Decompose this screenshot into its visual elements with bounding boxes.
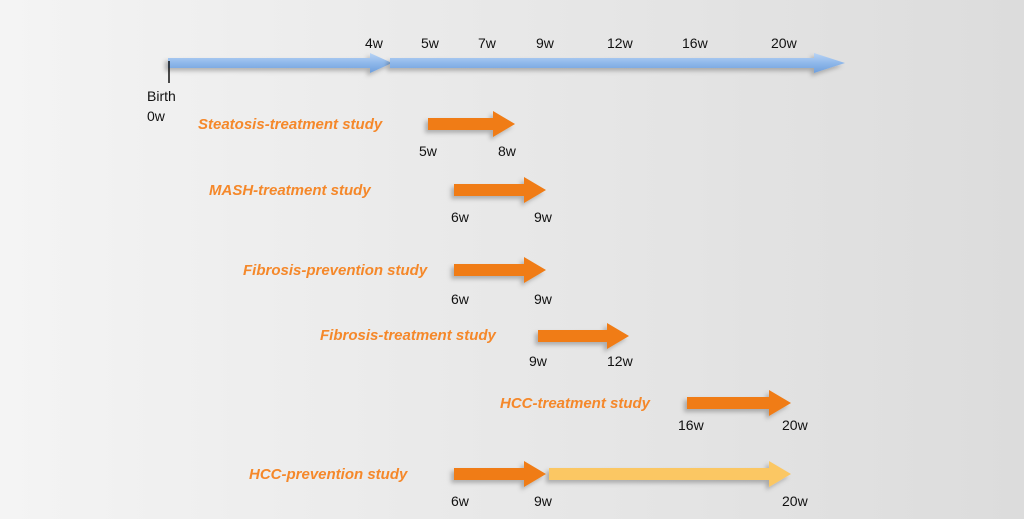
- mash-treatment-arrow: [454, 177, 546, 203]
- mash-treatment-start: 6w: [451, 209, 469, 225]
- start-label-0w: 0w: [147, 108, 165, 124]
- fibrosis-prevention-arrow: [454, 257, 546, 283]
- study-label-hcc-treatment: HCC-treatment study: [500, 395, 651, 412]
- hcc-prevention-mid: 9w: [534, 493, 552, 509]
- study-label-steatosis-treatment: Steatosis-treatment study: [198, 116, 383, 133]
- fibrosis-treatment-arrow: [538, 323, 629, 349]
- timeline-arrow-4w-to-20w: [390, 53, 845, 73]
- timeline-tick-4w: 4w: [365, 35, 383, 51]
- fibrosis-prevention-end: 9w: [534, 291, 552, 307]
- study-label-hcc-prevention: HCC-prevention study: [249, 466, 408, 483]
- timeline-tick-20w: 20w: [771, 35, 797, 51]
- fibrosis-treatment-start: 9w: [529, 353, 547, 369]
- hcc-prevention-arrow: [454, 461, 546, 487]
- hcc-prevention-start: 6w: [451, 493, 469, 509]
- timeline-tick-12w: 12w: [607, 35, 633, 51]
- hcc-treatment-start: 16w: [678, 417, 704, 433]
- timeline-arrow-birth-to-4w: [168, 53, 392, 73]
- mash-treatment-end: 9w: [534, 209, 552, 225]
- hcc-prevention-light-arrow: [549, 461, 791, 487]
- timeline-tick-5w: 5w: [421, 35, 439, 51]
- study-label-fibrosis-treatment: Fibrosis-treatment study: [320, 327, 496, 344]
- study-label-fibrosis-prevention: Fibrosis-prevention study: [243, 262, 428, 279]
- steatosis-treatment-arrow: [428, 111, 515, 137]
- birth-label: Birth: [147, 88, 176, 104]
- hcc-prevention-end: 20w: [782, 493, 808, 509]
- timeline-tick-9w: 9w: [536, 35, 554, 51]
- fibrosis-prevention-start: 6w: [451, 291, 469, 307]
- hcc-treatment-end: 20w: [782, 417, 808, 433]
- steatosis-treatment-start: 5w: [419, 143, 437, 159]
- timeline-tick-16w: 16w: [682, 35, 708, 51]
- fibrosis-treatment-end: 12w: [607, 353, 633, 369]
- timeline-tick-7w: 7w: [478, 35, 496, 51]
- study-label-mash-treatment: MASH-treatment study: [209, 182, 371, 199]
- hcc-treatment-arrow: [687, 390, 791, 416]
- steatosis-treatment-end: 8w: [498, 143, 516, 159]
